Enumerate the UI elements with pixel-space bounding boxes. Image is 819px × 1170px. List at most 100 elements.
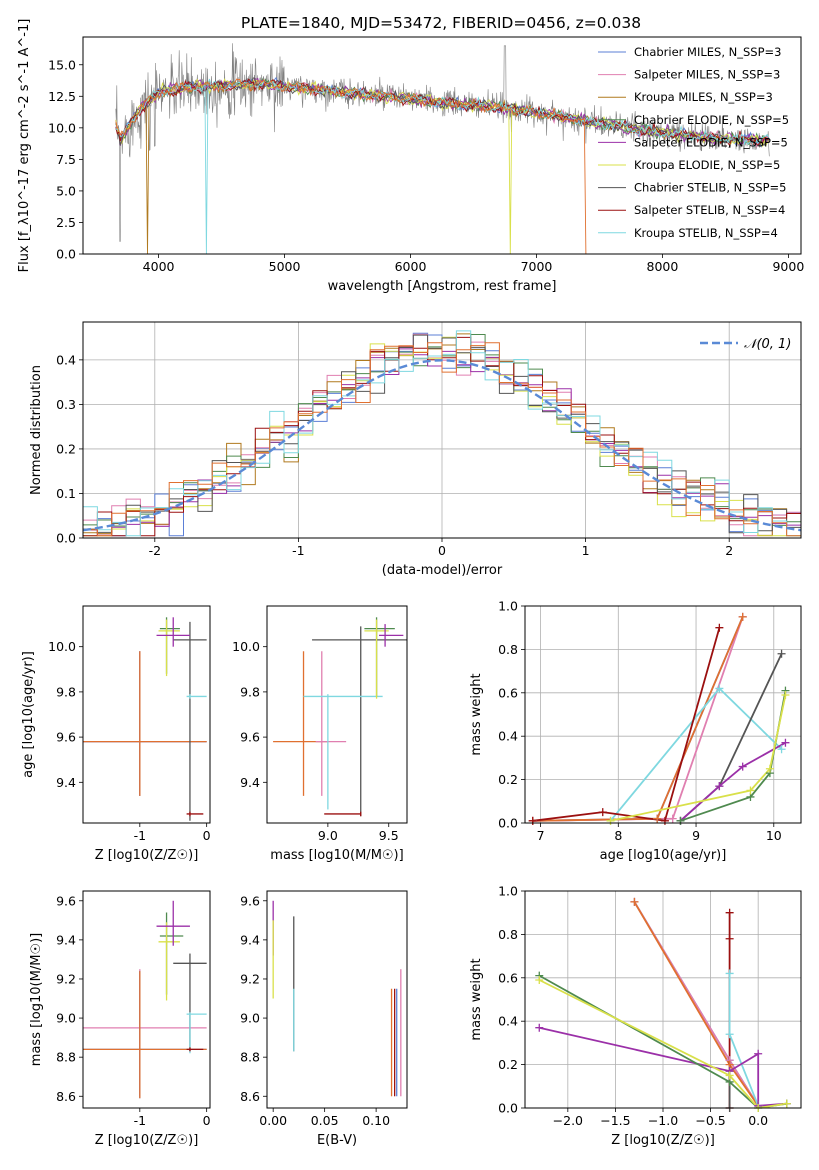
legend-entry: Salpeter MILES, N_SSP=3 [634,68,780,82]
x-tick-label: 9.5 [379,828,399,843]
residuals-panel: -2 -1 0 1 2 0.0 0.1 0.2 0.3 0.4 (data-model)/error… [29,321,802,578]
massweight-marker [754,1049,763,1058]
massweight-marker [725,969,734,978]
x-tick-label: −1.5 [600,1113,630,1128]
y-tick-label: 0.2 [56,441,76,456]
x-tick-label: 0 [438,543,446,558]
x-axis-label: Z [log10(Z/Z☉)] [611,1133,715,1148]
y-tick-label: 1.0 [498,884,518,899]
massweight-marker [725,1030,734,1039]
x-tick-label: −1.0 [648,1113,678,1128]
x-tick-label: 4000 [143,259,175,274]
legend-entry: Kroupa MILES, N_SSP=3 [634,90,773,104]
axes-frame [82,36,802,255]
axes-frame [82,321,802,539]
y-tick-label: 0.0 [498,816,518,831]
axes-frame [82,605,211,824]
massweight-marker [598,808,607,817]
y-tick-label: 8.6 [56,1089,76,1104]
plot-area [273,617,407,817]
x-tick-label: 9000 [772,259,804,274]
massweight-marker [528,816,537,825]
x-tick-label: 0.05 [311,1113,339,1128]
x-tick-label: -1 [292,543,304,558]
mass-vs-ebv-panel: 0.00 0.05 0.10 8.6 8.8 9.0 9.2 9.4 9.6 E(B-V) [240,890,408,1148]
x-tick-label: 7000 [521,259,553,274]
x-tick-label: −0.5 [695,1113,725,1128]
massweight-marker [668,814,677,823]
x-axis-label: Z [log10(Z/Z☉)] [95,848,199,863]
y-tick-label: 9.6 [240,893,260,908]
massweight-marker [725,1071,734,1080]
massweight-vs-Z-panel: −2.0 −1.5 −1.0 −0.5 0.0 0.0 0.2 0.4 0.6 0.8 1.0 Z [… [469,884,802,1148]
massweight-marker [535,1023,544,1032]
y-tick-label: 9.0 [240,1011,260,1026]
age-vs-mass-panel: 9.0 9.5 9.4 9.6 9.8 10.0 mass [log10(M/M☉)] [232,605,408,863]
x-tick-label: 0 [203,1113,211,1128]
y-tick-label: 0.2 [498,772,518,787]
x-tick-label: 6000 [395,259,427,274]
x-tick-label: −2.0 [553,1113,583,1128]
plot-area [83,617,207,821]
y-tick-label: 9.0 [56,1011,76,1026]
massweight-marker [781,738,790,747]
plot-area [272,900,402,1097]
y-tick-label: 0.6 [498,970,518,985]
x-tick-label: -1 [134,828,146,843]
massweight-marker [738,762,747,771]
y-tick-label: 0.8 [498,927,518,942]
axes-frame [266,605,408,824]
legend-entry: Chabrier MILES, N_SSP=3 [634,45,781,59]
y-tick-label: 9.8 [56,684,76,699]
y-tick-label: 0.4 [56,352,76,367]
grid-lines [525,605,801,824]
massweight-vs-age-panel: 7 8 9 10 0.0 0.2 0.4 0.6 0.8 1.0 age [log10(age/yr… [469,599,802,863]
massweight-series-line [538,979,787,1108]
axes-frame [524,605,802,824]
x-tick-label: 9 [692,828,700,843]
x-tick-label: 10 [766,828,782,843]
mass-vs-Z-panel: -1 0 8.6 8.8 9.0 9.2 9.4 9.6 Z [log10(Z/Z☉)] mass… [29,890,211,1148]
y-axis-label: mass weight [469,673,484,755]
spectrum-model-line [115,78,770,147]
legend-entry: Kroupa ELODIE, N_SSP=5 [634,158,780,172]
massweight-marker [746,786,755,795]
y-tick-label: 10.0 [232,639,260,654]
x-tick-label: 0.10 [362,1113,390,1128]
massweight-marker [630,897,639,906]
massweight-marker [781,690,790,699]
y-tick-label: 10.0 [48,639,76,654]
y-tick-label: 15.0 [48,57,76,72]
x-tick-label: 5000 [269,259,301,274]
residual-histogram [83,342,801,537]
massweight-marker [725,934,734,943]
legend-entry: Salpeter ELODIE, N_SSP=5 [634,135,788,149]
legend-entry: 𝒩(0, 1) [744,337,791,352]
x-axis-label: Z [log10(Z/Z☉)] [95,1133,199,1148]
y-axis-label: mass [log10(M/M☉)] [29,933,44,1066]
massweight-series-line [610,694,787,822]
y-tick-label: 0.8 [498,642,518,657]
axes-frame [82,890,211,1109]
x-tick-label: 9.0 [318,828,338,843]
y-axis-label: age [log10(age/yr)] [21,651,36,778]
massweight-series-line [532,616,744,822]
legend-entry: Salpeter STELIB, N_SSP=4 [634,203,785,217]
massweight-marker [715,782,724,791]
spectrum-model-line [115,77,770,254]
y-axis-label: Normed distribution [29,365,44,495]
y-tick-label: 0.3 [56,397,76,412]
y-axis-label: mass weight [469,958,484,1040]
normal-curve [83,359,801,532]
y-tick-label: 5.0 [56,183,76,198]
x-axis-label: age [log10(age/yr)] [600,848,727,863]
y-tick-label: 8.8 [240,1050,260,1065]
plot-area [83,330,801,537]
y-tick-label: 8.8 [56,1050,76,1065]
x-tick-label: 8000 [647,259,679,274]
massweight-marker [725,908,734,917]
x-axis-label: wavelength [Angstrom, rest frame] [328,279,557,294]
y-tick-label: 2.5 [56,215,76,230]
x-axis-label: E(B-V) [317,1133,357,1148]
spectrum-model-line [115,78,589,254]
